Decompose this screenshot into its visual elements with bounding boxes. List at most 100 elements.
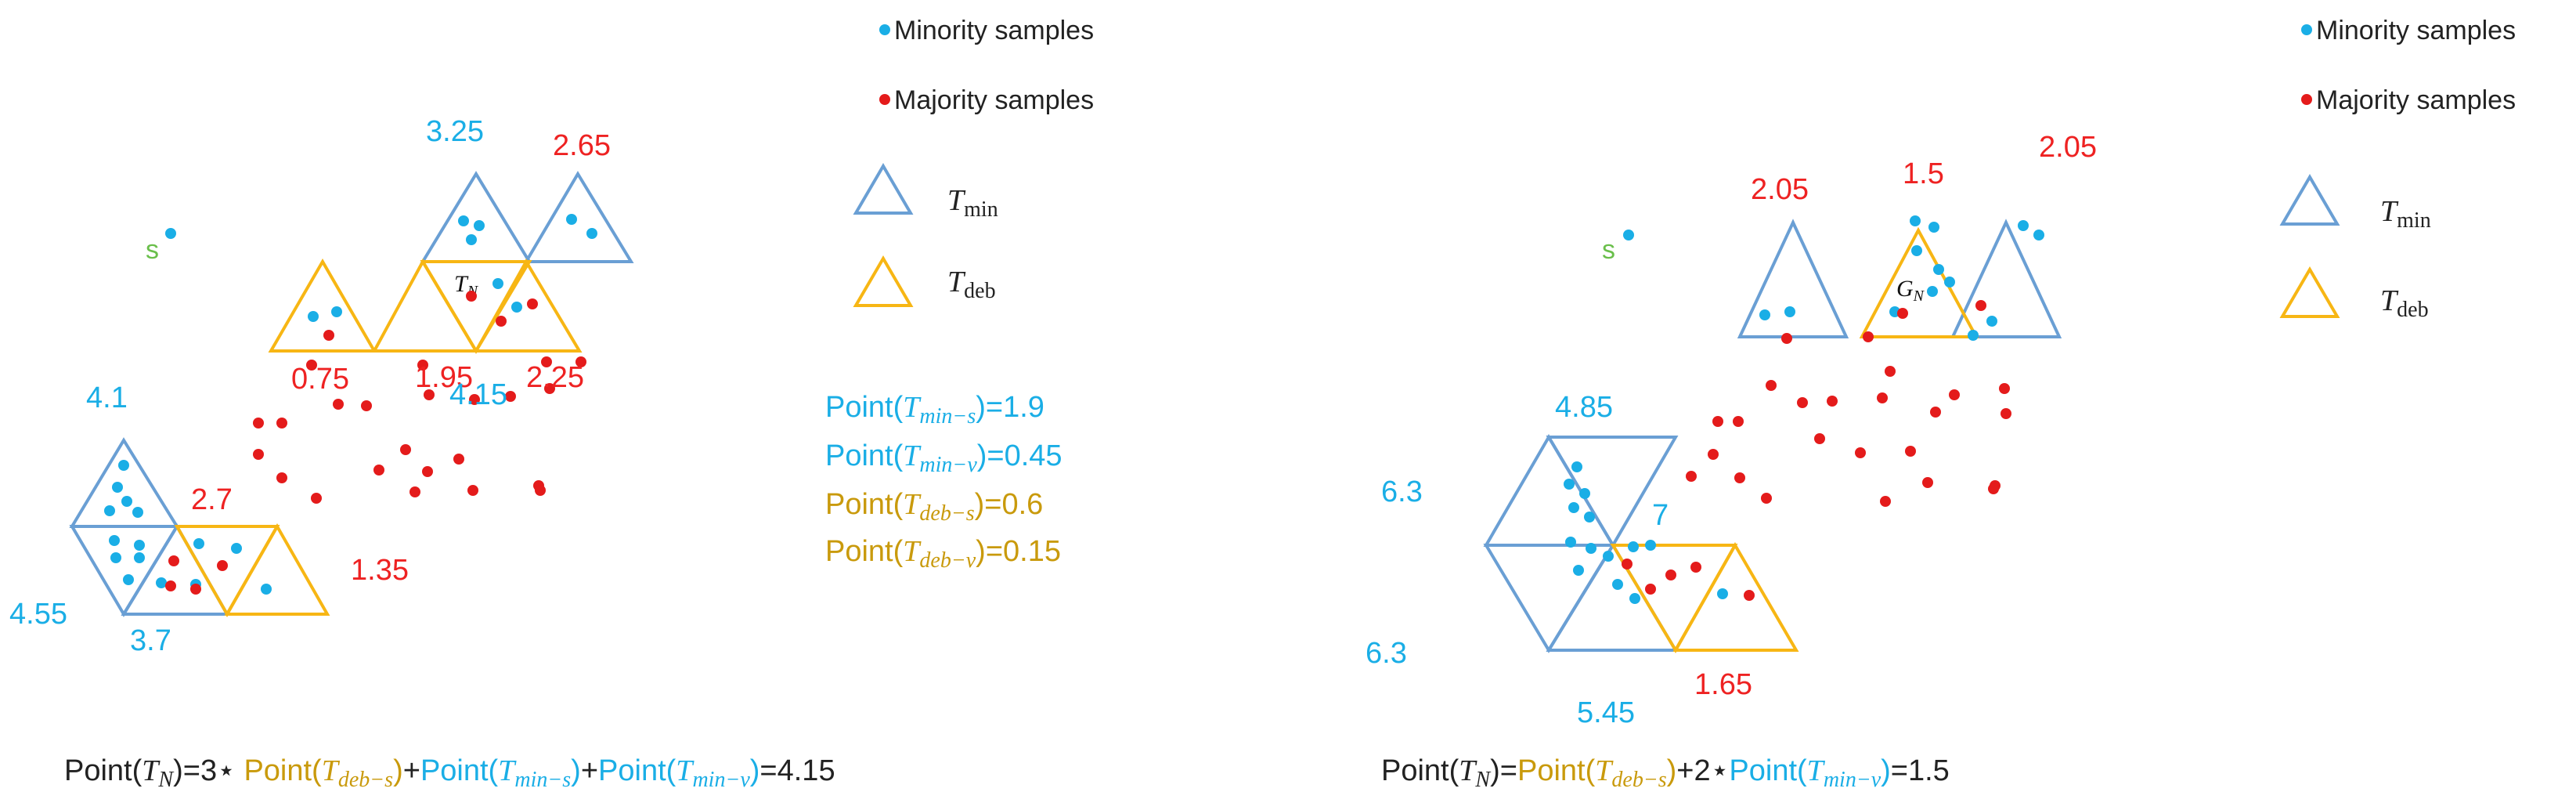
minority-point bbox=[466, 234, 477, 245]
minority-point bbox=[110, 552, 121, 563]
majority-point bbox=[417, 360, 428, 371]
minority-point bbox=[123, 574, 134, 585]
formula-part: ) bbox=[571, 754, 581, 787]
minority-point bbox=[1927, 286, 1938, 297]
left-formula: Point(TN)=3⋆ Point(Tdeb−s)+Point(Tmin−s)… bbox=[64, 754, 835, 792]
formula-part: T bbox=[498, 754, 517, 787]
formula-part: T bbox=[1595, 754, 1614, 787]
majority-point bbox=[1781, 333, 1792, 344]
legend-tmin-T: T bbox=[947, 184, 966, 217]
legend-tdeb-triangle bbox=[2279, 266, 2340, 318]
right-tmin-triangle-hex-4 bbox=[1546, 542, 1679, 652]
point-tdeb-v: Point(Tdeb−v)=0.15 bbox=[825, 535, 1061, 573]
formula-part: Point( bbox=[64, 754, 143, 787]
formula-part: N bbox=[1474, 768, 1491, 792]
legend-tmin-sub: min bbox=[964, 197, 998, 222]
score-label: 3.7 bbox=[130, 624, 171, 657]
left-s-label: s bbox=[146, 235, 159, 265]
score-label: 4.55 bbox=[9, 598, 67, 631]
minority-point bbox=[474, 220, 485, 231]
majority-point bbox=[505, 391, 516, 402]
minority-point bbox=[1612, 579, 1623, 590]
right-gn-T: G bbox=[1896, 276, 1914, 302]
point-tdeb-s: Point(Tdeb−s)=0.6 bbox=[825, 488, 1043, 526]
majority-point bbox=[1975, 300, 1986, 311]
legend-tmin-sub: min bbox=[2397, 208, 2431, 233]
formula-part: + bbox=[581, 754, 598, 787]
formula-part: Point( bbox=[598, 754, 676, 787]
majority-point bbox=[1922, 477, 1933, 488]
legend-tmin-label: Tmin bbox=[2380, 195, 2431, 233]
score-label: 6.3 bbox=[1381, 476, 1423, 508]
majority-point bbox=[453, 454, 464, 465]
majority-point bbox=[535, 485, 546, 496]
legend-tdeb-T: T bbox=[2380, 284, 2399, 317]
left-majority-points bbox=[165, 291, 586, 595]
score-label: 4.85 bbox=[1555, 391, 1613, 424]
legend-minority-dot bbox=[2301, 24, 2312, 35]
majority-point bbox=[1733, 416, 1744, 427]
left-s-point bbox=[165, 228, 176, 239]
majority-point bbox=[1905, 446, 1916, 457]
formula-part: N bbox=[157, 768, 174, 792]
right-tdeb-triangle-2 bbox=[1672, 541, 1799, 652]
minority-point bbox=[156, 577, 167, 588]
left-tdeb-triangle-4 bbox=[174, 525, 280, 618]
score-label: 2.05 bbox=[1751, 173, 1809, 206]
minority-point bbox=[104, 505, 115, 516]
majority-point bbox=[1708, 449, 1719, 460]
left-tmin-triangle-top-1 bbox=[420, 171, 532, 263]
majority-point bbox=[1880, 496, 1891, 507]
left-tdeb-triangle-3 bbox=[473, 259, 583, 353]
majority-point bbox=[1930, 407, 1941, 418]
right-s-point bbox=[1623, 230, 1634, 240]
formula-part: T bbox=[1807, 754, 1826, 787]
majority-point bbox=[496, 316, 507, 327]
formula-part: Point( bbox=[1729, 754, 1807, 787]
majority-point bbox=[466, 291, 477, 302]
score-label: 7 bbox=[1652, 499, 1669, 532]
legend-majority-label: Majority samples bbox=[894, 85, 1094, 115]
score-label: 5.45 bbox=[1577, 696, 1635, 729]
majority-point bbox=[544, 383, 555, 394]
legend-tmin-T: T bbox=[2380, 195, 2399, 228]
majority-point bbox=[541, 356, 552, 367]
majority-point bbox=[1999, 383, 2010, 394]
point-tmin-v-label: Point( bbox=[825, 439, 904, 472]
legend-tdeb-sub: deb bbox=[964, 279, 995, 303]
minority-point bbox=[193, 538, 204, 549]
minority-point bbox=[1968, 330, 1979, 341]
point-tdeb-s-sub: deb−s bbox=[919, 501, 974, 526]
formula-part: min−s bbox=[514, 768, 571, 792]
legend-tmin-triangle bbox=[853, 163, 914, 215]
majority-point bbox=[467, 485, 478, 496]
majority-point bbox=[373, 465, 384, 476]
point-tmin-s-label: Point( bbox=[825, 391, 904, 424]
majority-point bbox=[217, 560, 228, 571]
formula-part: Point( bbox=[1381, 754, 1459, 787]
legend-tdeb-label: Tdeb bbox=[2380, 284, 2429, 322]
majority-point bbox=[1761, 493, 1772, 504]
minority-point bbox=[1579, 488, 1590, 499]
majority-point bbox=[1897, 308, 1908, 319]
legend-majority-dot bbox=[2301, 94, 2312, 105]
majority-point bbox=[469, 394, 480, 405]
legend-tdeb-T: T bbox=[947, 266, 966, 298]
point-tmin-s-T: T bbox=[903, 391, 922, 424]
minority-point bbox=[1564, 479, 1575, 490]
minority-point bbox=[1573, 565, 1584, 576]
minority-point bbox=[134, 540, 145, 551]
right-majority-points bbox=[1622, 300, 2011, 601]
minority-point bbox=[1571, 461, 1582, 472]
minority-point bbox=[1911, 245, 1922, 256]
point-tmin-v-T: T bbox=[903, 439, 922, 472]
minority-point bbox=[112, 482, 123, 493]
right-panel: Minority samples Majority samples Tmin T… bbox=[1366, 16, 2516, 792]
left-point-values: Point(Tmin−s)=1.9 Point(Tmin−v)=0.45 Poi… bbox=[825, 391, 1063, 573]
legend-tdeb-triangle bbox=[853, 255, 914, 307]
majority-point bbox=[422, 466, 433, 477]
formula-part: ) bbox=[1667, 754, 1677, 787]
score-label: 2.65 bbox=[553, 129, 611, 162]
minority-point bbox=[566, 214, 577, 225]
